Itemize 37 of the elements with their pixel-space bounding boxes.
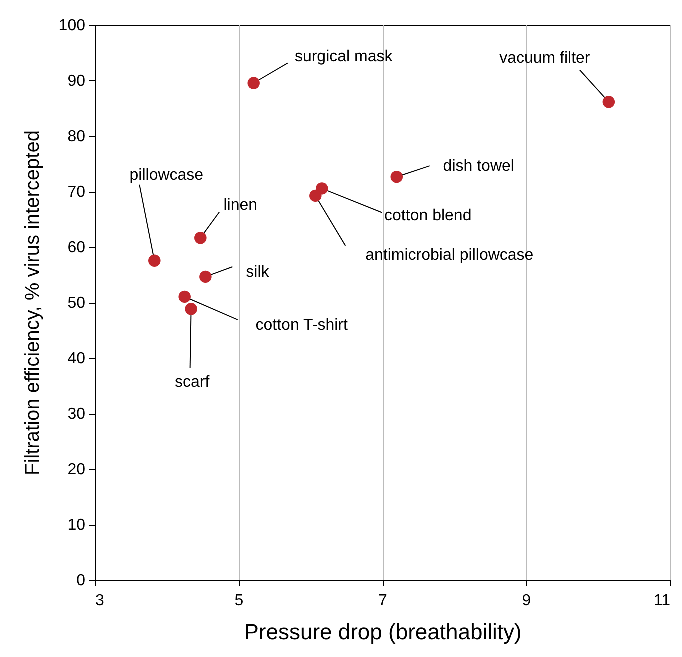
y-tick-label: 70 [68,184,86,201]
annotation: vacuum filter [500,50,591,68]
y-tick-label: 20 [68,462,86,478]
y-tick-label: 100 [58,18,86,34]
y-tick-label: 90 [68,73,86,90]
point [310,190,322,202]
y-tick-label: 0 [76,572,86,590]
annotation: linen [224,197,258,214]
y-tick-label: 60 [68,240,86,256]
annotation: dish towel [443,158,514,176]
annotation: surgical mask [294,48,394,66]
annotation: silk [246,264,270,281]
y-tick-label: 80 [68,128,86,146]
point [602,96,616,108]
annotation: scarf [174,374,210,392]
annotation: cotton T-shirt [256,316,348,334]
y-axis-title: Filtration efficiency, % virus intercepted [22,130,44,476]
x-tick-label: 9 [522,592,532,610]
point [148,254,161,267]
x-tick-label: 3 [96,592,104,610]
point [194,232,207,244]
y-tick-label: 50 [68,295,86,312]
annotation: pillowcase [130,166,204,184]
x-tick-label: 11 [654,592,671,610]
annotation: antimicrobial pillowcase [366,246,534,264]
point [248,77,260,90]
y-tick-label: 40 [68,350,86,368]
y-tick-label: 30 [68,406,86,423]
point [390,170,403,184]
annotation: cotton blend [384,208,472,225]
x-tick-label: 7 [378,592,388,610]
x-axis-title: Pressure drop (breathability) [244,620,522,644]
x-tick-label: 5 [234,592,244,610]
point [178,290,191,304]
point [200,270,212,284]
point [185,303,198,316]
y-tick-label: 10 [68,517,86,534]
